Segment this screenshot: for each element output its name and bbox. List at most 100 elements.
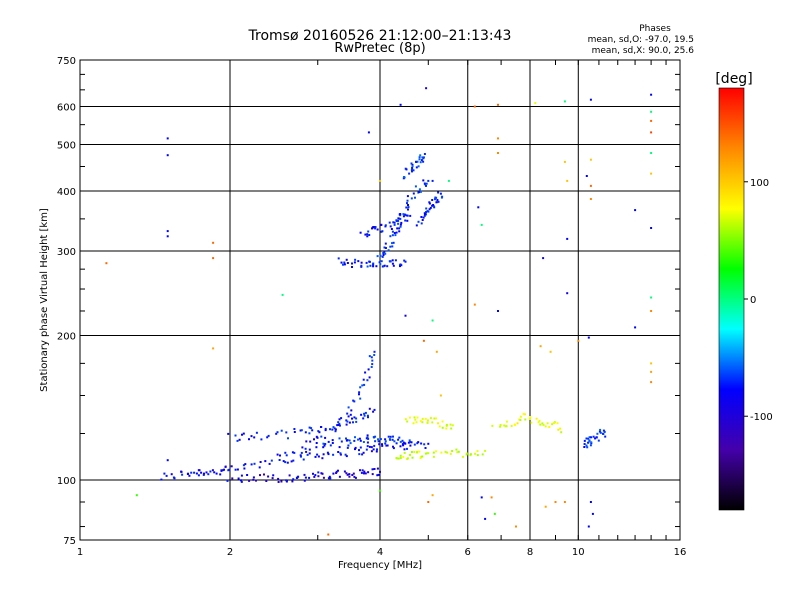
echo-point [253, 436, 256, 439]
echo-point [429, 417, 432, 420]
echo-point [437, 422, 439, 425]
echo-point [357, 260, 360, 263]
echo-point [406, 420, 409, 423]
echo-point [410, 441, 413, 444]
echo-point [275, 432, 278, 435]
echo-point [368, 234, 371, 236]
echo-point [403, 451, 406, 454]
echo-point [577, 339, 580, 342]
echo-point [334, 428, 337, 431]
echo-point [375, 265, 378, 268]
echo-point [590, 436, 593, 439]
echo-point [523, 413, 526, 416]
echo-point [516, 422, 519, 425]
echo-point [542, 257, 545, 260]
echo-point [403, 176, 405, 178]
echo-point [355, 417, 358, 420]
echo-point [340, 261, 343, 264]
echo-point [266, 436, 269, 439]
echo-point [650, 172, 653, 175]
echo-point [476, 450, 479, 453]
echo-point [432, 451, 435, 454]
echo-point [308, 448, 311, 451]
echo-point [166, 459, 169, 462]
echo-point [583, 439, 586, 442]
echo-point [398, 230, 401, 233]
echo-point [220, 469, 223, 472]
echo-point [366, 414, 369, 417]
echo-point [428, 201, 431, 204]
echo-point [421, 219, 424, 221]
echo-point [381, 255, 384, 258]
echo-point [258, 466, 261, 469]
echo-point [416, 451, 418, 454]
echo-point [415, 166, 418, 169]
echo-point [650, 152, 653, 154]
echo-point [549, 350, 552, 353]
echo-point [345, 455, 348, 458]
echo-point [375, 450, 378, 453]
echo-point [360, 471, 363, 474]
echo-point [588, 440, 591, 443]
echo-point [292, 459, 295, 462]
echo-point [391, 262, 394, 265]
echo-point [343, 263, 346, 266]
echo-point [346, 262, 349, 264]
echo-point [444, 450, 447, 453]
echo-point [321, 472, 324, 475]
echo-point [589, 198, 592, 200]
echo-point [399, 223, 402, 226]
echo-point [589, 158, 592, 161]
echo-point [421, 417, 424, 420]
echo-point [386, 444, 389, 447]
echo-point [427, 452, 430, 455]
echo-point [340, 440, 343, 443]
echo-point [594, 437, 597, 440]
echo-point [135, 494, 138, 497]
echo-point [650, 370, 653, 373]
echo-point [435, 450, 438, 453]
echo-point [411, 166, 414, 169]
echo-point [334, 430, 337, 433]
echo-point [165, 474, 168, 477]
echo-point [358, 391, 361, 394]
echo-point [308, 452, 311, 455]
echo-point [414, 196, 416, 199]
echo-point [476, 454, 479, 457]
echo-point [422, 156, 425, 159]
echo-point [435, 196, 438, 199]
echo-point [389, 235, 392, 238]
echo-point [299, 454, 302, 457]
y-tick-label: 400 [57, 187, 76, 198]
echo-point [371, 363, 374, 366]
echo-point [446, 451, 449, 454]
echo-point [338, 422, 341, 425]
echo-point [343, 470, 346, 473]
echo-point [437, 191, 440, 194]
echo-point [170, 473, 173, 476]
echo-point [435, 417, 438, 420]
echo-point [160, 478, 163, 481]
echo-point [409, 453, 411, 456]
echo-point [361, 453, 364, 456]
echo-point [437, 200, 440, 203]
echo-point [320, 472, 323, 475]
echo-point [238, 438, 241, 441]
echo-point [314, 474, 317, 477]
echo-point [376, 228, 379, 231]
echo-point [539, 423, 542, 426]
echo-point [286, 461, 289, 464]
echo-point [359, 231, 362, 234]
echo-point [425, 182, 428, 185]
echo-point [362, 417, 365, 420]
echo-point [397, 438, 400, 441]
echo-point [589, 501, 592, 503]
echo-point [234, 468, 237, 471]
echo-point [650, 381, 653, 384]
echo-point [585, 444, 588, 447]
y-tick-label: 500 [57, 141, 76, 152]
echo-point [312, 472, 314, 475]
echo-point [425, 211, 428, 213]
echo-point [650, 110, 653, 113]
echo-point [329, 428, 331, 431]
